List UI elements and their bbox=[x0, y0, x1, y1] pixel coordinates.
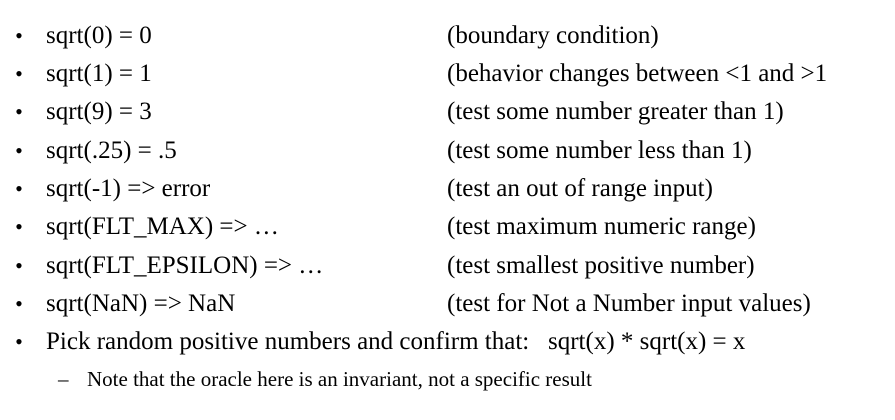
bullet-item-sqrt-nan: • sqrt(NaN) => NaN (test for Not a Numbe… bbox=[0, 285, 895, 323]
case-note: (test an out of range input) bbox=[447, 175, 713, 202]
bullet-icon: • bbox=[15, 61, 23, 86]
invariant-text: Pick random positive numbers and confirm… bbox=[46, 328, 746, 355]
case-expression: sqrt(1) = 1 bbox=[46, 60, 152, 87]
bullet-icon: • bbox=[15, 138, 23, 163]
bullet-item-sqrt-0: • sqrt(0) = 0 (boundary condition) bbox=[0, 17, 895, 55]
case-note: (test some number less than 1) bbox=[447, 137, 752, 164]
bullet-icon: • bbox=[15, 23, 23, 48]
bullet-icon: • bbox=[15, 291, 23, 316]
bullet-icon: • bbox=[15, 176, 23, 201]
case-expression: sqrt(-1) => error bbox=[46, 175, 211, 202]
case-expression: sqrt(.25) = .5 bbox=[46, 137, 177, 164]
case-note: (test for Not a Number input values) bbox=[447, 290, 811, 317]
bullet-icon: • bbox=[15, 329, 23, 354]
case-expression: sqrt(FLT_MAX) => … bbox=[46, 213, 279, 240]
bullet-item-sqrt-flt-max: • sqrt(FLT_MAX) => … (test maximum numer… bbox=[0, 208, 895, 246]
bullet-icon: • bbox=[15, 214, 23, 239]
case-note: (behavior changes between <1 and >1 bbox=[447, 60, 828, 87]
case-note: (test some number greater than 1) bbox=[447, 98, 784, 125]
bullet-icon: • bbox=[15, 253, 23, 278]
sub-bullet-oracle-note: – Note that the oracle here is an invari… bbox=[0, 363, 895, 395]
oracle-note-text: Note that the oracle here is an invarian… bbox=[87, 367, 592, 391]
case-note: (test smallest positive number) bbox=[447, 252, 755, 279]
case-expression: sqrt(9) = 3 bbox=[46, 98, 152, 125]
case-note: (test maximum numeric range) bbox=[447, 213, 756, 240]
bullet-item-sqrt-negative: • sqrt(-1) => error (test an out of rang… bbox=[0, 170, 895, 208]
bullet-item-random-invariant: • Pick random positive numbers and confi… bbox=[0, 323, 895, 361]
bullet-item-sqrt-quarter: • sqrt(.25) = .5 (test some number less … bbox=[0, 132, 895, 170]
bullet-icon: • bbox=[15, 99, 23, 124]
case-expression: sqrt(FLT_EPSILON) => … bbox=[46, 252, 324, 279]
case-note: (boundary condition) bbox=[447, 22, 659, 49]
case-expression: sqrt(0) = 0 bbox=[46, 22, 152, 49]
bullet-item-sqrt-9: • sqrt(9) = 3 (test some number greater … bbox=[0, 93, 895, 131]
bullet-item-sqrt-1: • sqrt(1) = 1 (behavior changes between … bbox=[0, 55, 895, 93]
bullet-item-sqrt-flt-epsilon: • sqrt(FLT_EPSILON) => … (test smallest … bbox=[0, 247, 895, 285]
case-expression: sqrt(NaN) => NaN bbox=[46, 290, 236, 317]
dash-icon: – bbox=[58, 367, 69, 391]
